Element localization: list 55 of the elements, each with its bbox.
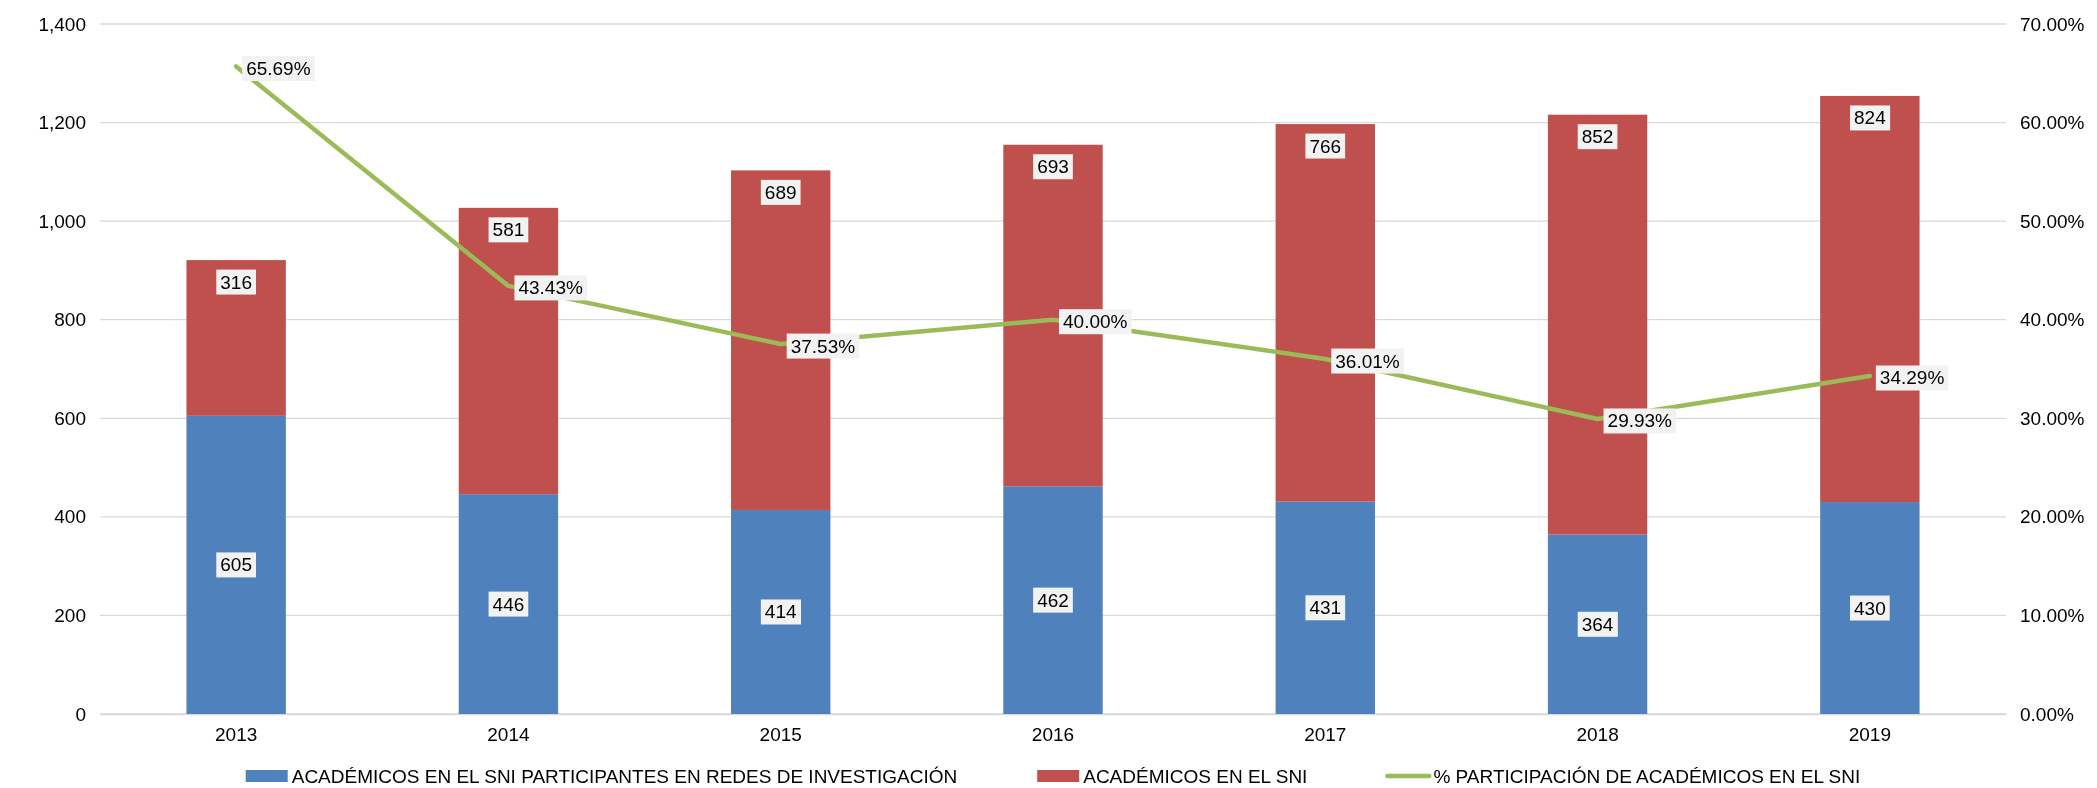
x-tick-label: 2016 [1031, 724, 1075, 746]
y-tick-label: 400 [54, 506, 86, 528]
data-label: 462 [1037, 589, 1069, 611]
x-tick-label: 2019 [1848, 724, 1891, 746]
legend-label: % PARTICIPACIÓN DE ACADÉMICOS EN EL SNI [1433, 765, 1861, 787]
data-label: 824 [1854, 107, 1887, 129]
x-tick-label: 2017 [1304, 724, 1347, 746]
data-label: 316 [220, 271, 252, 293]
data-label: 40.00% [1063, 311, 1128, 333]
data-label: 37.53% [790, 335, 856, 357]
y2-tick-label: 50.00% [2020, 210, 2085, 232]
data-label: 29.93% [1607, 410, 1673, 432]
y-tick-label: 1,200 [38, 112, 86, 134]
y2-tick-label: 20.00% [2020, 506, 2085, 528]
data-label: 65.69% [246, 57, 311, 79]
x-tick-label: 2014 [487, 724, 530, 746]
y2-tick-label: 70.00% [2020, 13, 2085, 35]
data-label: 34.29% [1879, 367, 1945, 389]
data-label: 852 [1581, 126, 1614, 148]
data-label: 36.01% [1335, 350, 1400, 372]
y-tick-label: 800 [54, 309, 86, 331]
bar [1547, 534, 1648, 714]
bar [186, 260, 286, 416]
bar [1003, 486, 1103, 714]
data-label: 446 [492, 593, 525, 615]
data-label: 693 [1037, 156, 1069, 178]
bar [186, 415, 286, 714]
y-tick-label: 600 [54, 407, 86, 429]
data-label: 430 [1854, 597, 1886, 619]
data-label: 605 [220, 554, 252, 576]
data-label: 766 [1309, 135, 1342, 157]
x-tick-label: 2015 [759, 724, 802, 746]
data-label: 364 [1581, 613, 1614, 635]
data-label: 581 [492, 219, 525, 241]
y2-tick-label: 10.00% [2020, 605, 2085, 627]
y-tick-label: 1,000 [38, 210, 86, 232]
data-label: 43.43% [518, 277, 583, 299]
data-label: 689 [764, 181, 797, 203]
data-label: 414 [764, 601, 797, 623]
y2-tick-label: 40.00% [2020, 309, 2085, 331]
y-tick-label: 0 [75, 703, 86, 725]
y2-tick-label: 0.00% [2020, 703, 2074, 725]
bar [1275, 501, 1375, 714]
data-label: 431 [1309, 597, 1342, 619]
y2-tick-label: 60.00% [2020, 112, 2085, 134]
legend-label: ACADÉMICOS EN EL SNI [1083, 765, 1308, 787]
x-tick-label: 2018 [1576, 724, 1619, 746]
y2-tick-label: 30.00% [2020, 407, 2085, 429]
bar [731, 509, 831, 714]
bar [458, 494, 559, 714]
y-tick-label: 1,400 [38, 13, 86, 35]
bar [1820, 502, 1920, 714]
x-tick-label: 2013 [215, 724, 258, 746]
legend-label: ACADÉMICOS EN EL SNI PARTICIPANTES EN REDES DE INVESTIGACIÓN [291, 765, 958, 787]
y-tick-label: 200 [54, 605, 86, 627]
